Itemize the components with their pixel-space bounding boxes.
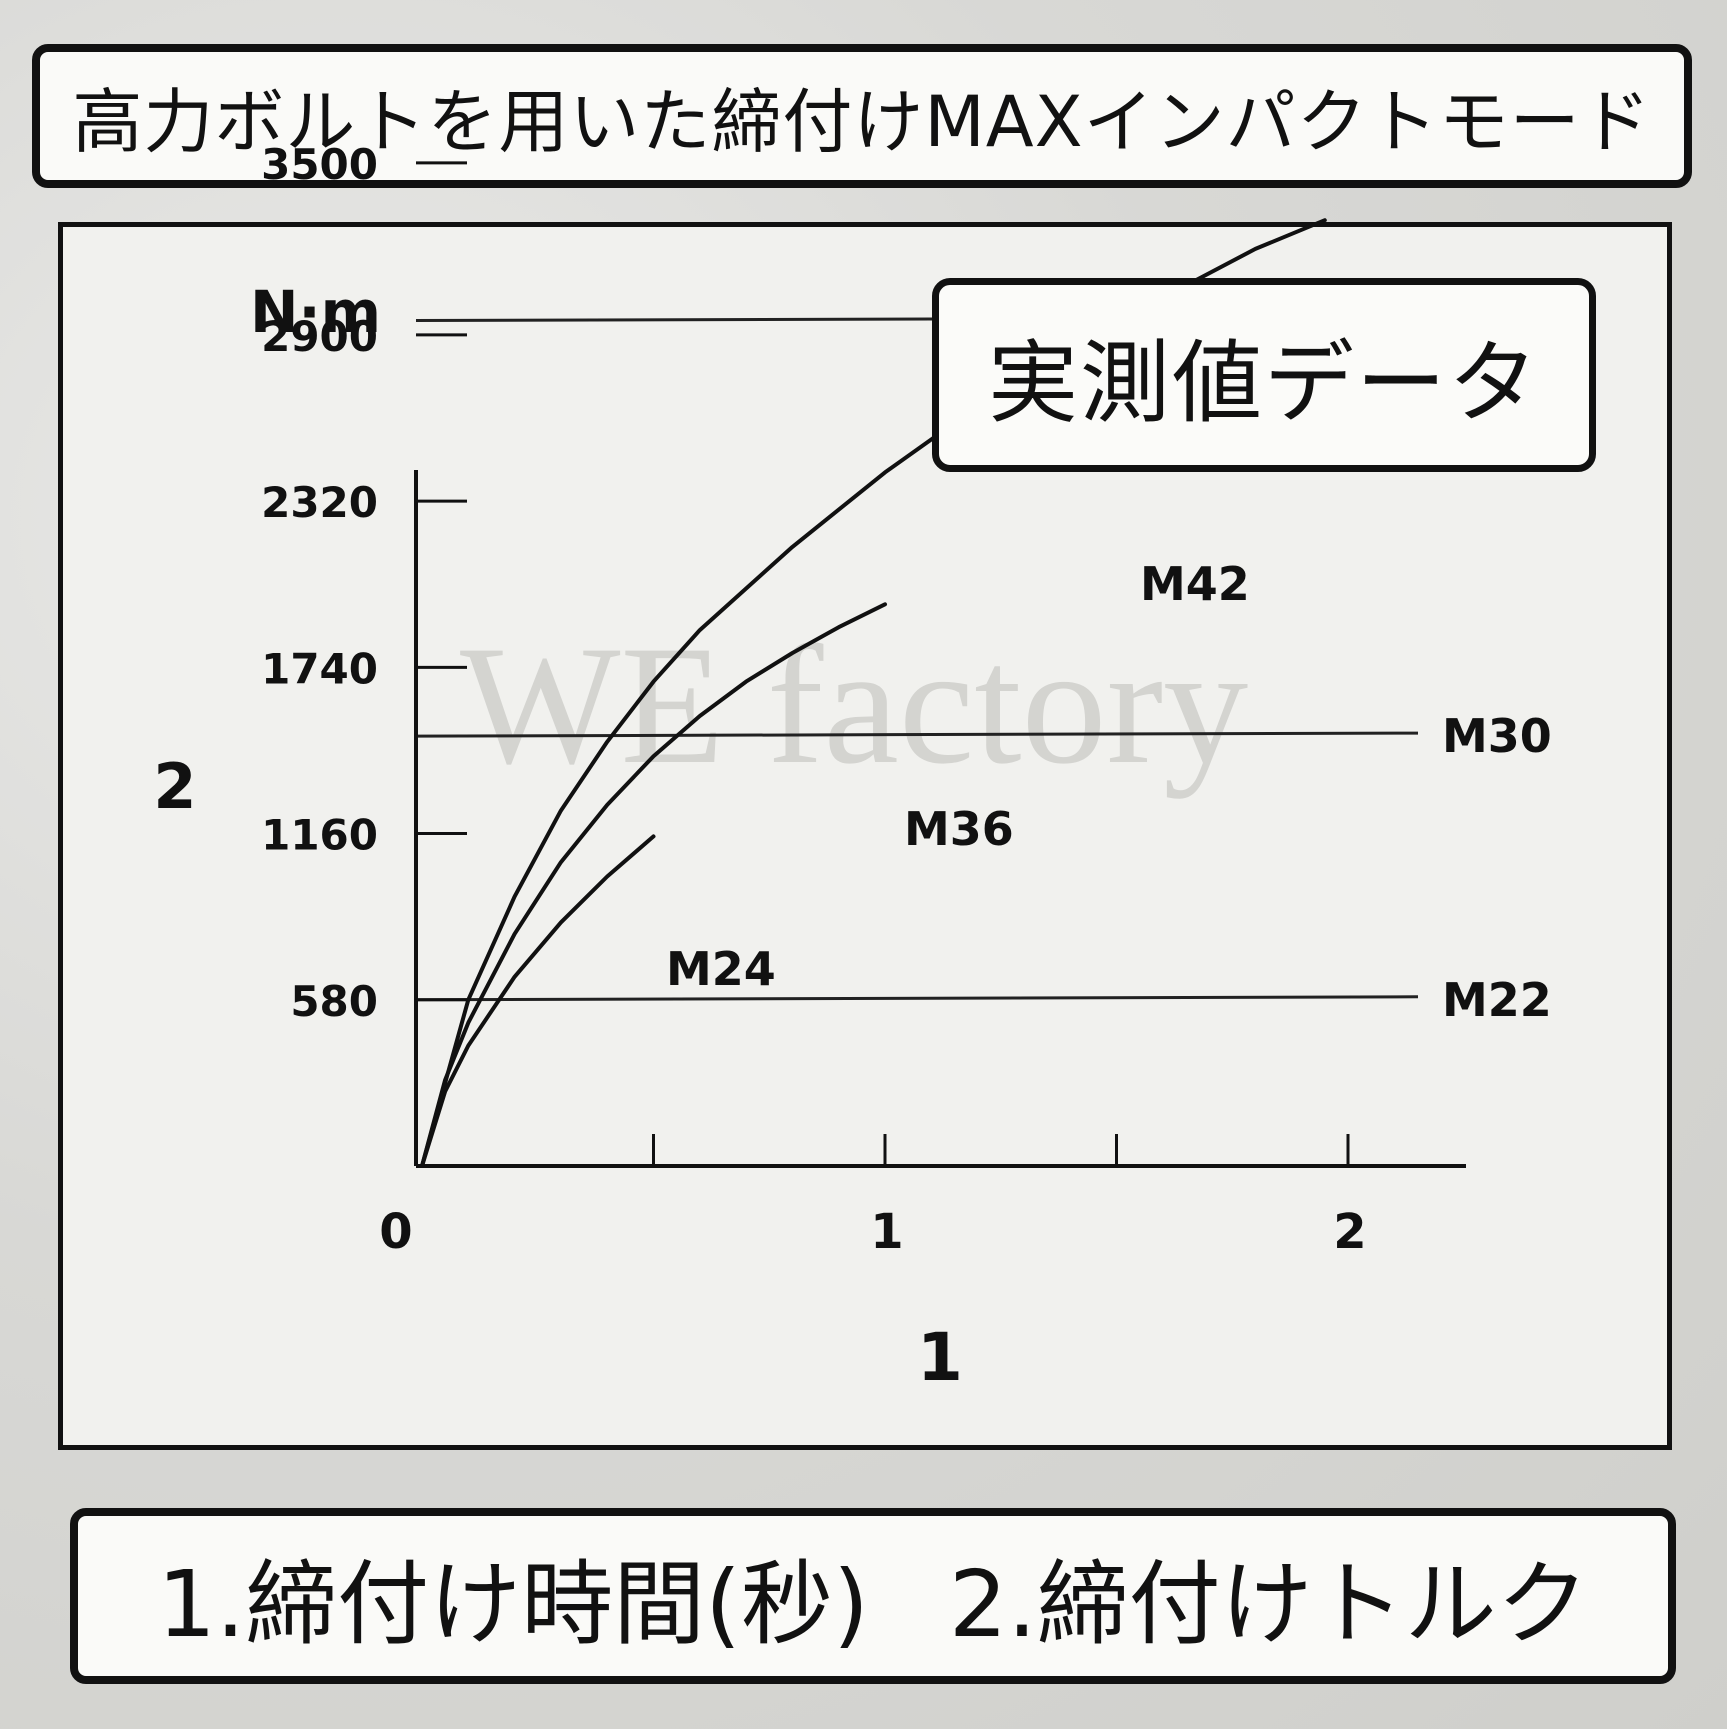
- y-tick-label-580: 580: [290, 977, 378, 1026]
- title-box: 高力ボルトを用いた締付けMAXインパクトモード: [32, 44, 1692, 188]
- y-tick-label-1740: 1740: [261, 644, 378, 693]
- axes: [414, 161, 1466, 1168]
- chart-title: 高力ボルトを用いた締付けMAXインパクトモード: [72, 80, 1652, 163]
- y-axis-label: 2: [153, 750, 196, 823]
- reference-line-M30: [415, 731, 1419, 738]
- series-label-M42: M42: [1140, 557, 1250, 611]
- reference-label-M30: M30: [1442, 709, 1552, 763]
- y-tick-label-1160: 1160: [261, 811, 378, 860]
- series-line-M36: [420, 602, 887, 1168]
- measured-data-badge: 実測値データ: [932, 278, 1596, 472]
- watermark: WE factory: [460, 611, 1248, 799]
- x-tick-label-0: 0: [379, 1204, 412, 1260]
- x-tick-label-1: 1: [870, 1204, 903, 1260]
- reference-line-M22: [415, 995, 1419, 1002]
- y-tick-label-3500: 3500: [261, 140, 378, 189]
- legend-time: 1.締付け時間(秒): [157, 1550, 869, 1658]
- legend-torque: 2.締付けトルク: [948, 1550, 1589, 1658]
- reference-label-M22: M22: [1442, 973, 1552, 1027]
- x-axis-label: 1: [917, 1319, 963, 1396]
- unit-label: N·m: [250, 278, 381, 346]
- series-line-M24: [420, 834, 656, 1168]
- y-tick-label-2900: 2900: [261, 312, 378, 361]
- axis-legend-box: 1.締付け時間(秒) 2.締付けトルク: [70, 1508, 1676, 1684]
- series-label-M36: M36: [904, 802, 1014, 856]
- badge-label: 実測値データ: [988, 331, 1540, 436]
- series-label-M24: M24: [666, 942, 776, 996]
- x-tick-label-2: 2: [1333, 1204, 1366, 1260]
- y-tick-label-2320: 2320: [261, 478, 378, 527]
